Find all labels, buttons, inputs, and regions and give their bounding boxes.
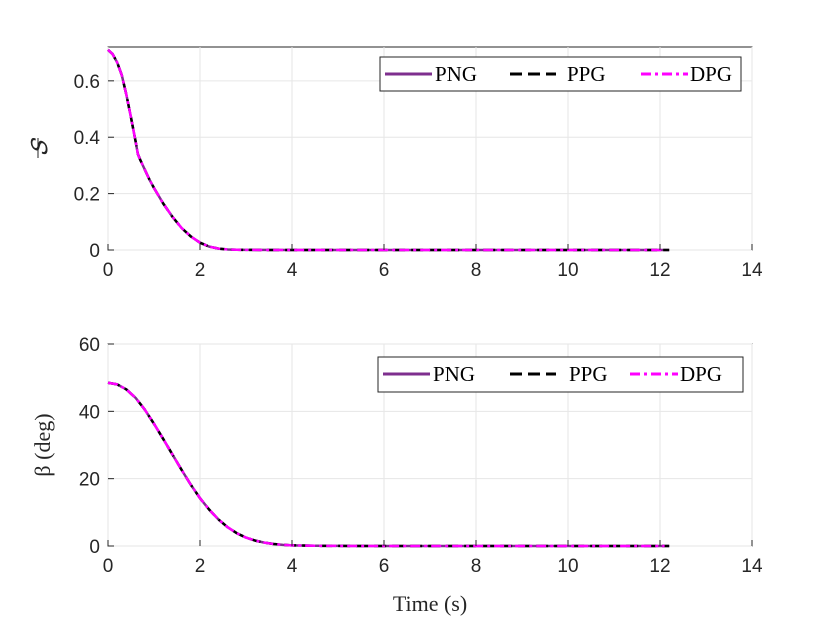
series-group-bottom xyxy=(107,381,670,548)
series-line-dpg-bottom xyxy=(107,381,665,548)
x-tick-label-top: 6 xyxy=(379,260,390,281)
x-tick-label-top: 8 xyxy=(471,260,482,281)
y-tick-label-bottom: 40 xyxy=(79,402,100,423)
x-tick-label-bottom: 2 xyxy=(195,556,206,577)
y-axis-label-bottom: β (deg) xyxy=(30,413,55,476)
y-tick-label-top: 0 xyxy=(89,241,100,262)
x-tick-label-bottom: 4 xyxy=(287,556,298,577)
x-tick-label-bottom: 12 xyxy=(649,556,670,577)
legend-label-dpg-top: DPG xyxy=(690,62,732,86)
y-tick-label-top: 0.2 xyxy=(74,185,100,206)
subplot-bottom: 0 2 4 6 8 10 12 14 0 20 40 60 β (deg) Time (s) PNG… xyxy=(30,335,763,616)
y-tick-label-bottom: 20 xyxy=(79,470,100,491)
legend-label-png-bottom: PNG xyxy=(433,362,475,386)
x-axis-label-bottom: Time (s) xyxy=(393,591,467,616)
x-tick-label-top: 14 xyxy=(741,260,763,281)
subplot-top: 0 2 4 6 8 10 12 14 0 0.2 0.4 0.6 𝑆 PNG PPG DPG xyxy=(27,46,763,281)
legend-box-top xyxy=(379,56,742,92)
x-tick-label-bottom: 10 xyxy=(557,556,578,577)
x-tick-label-bottom: 6 xyxy=(379,556,390,577)
series-line-ppg-top xyxy=(107,48,670,252)
series-group-top xyxy=(107,48,670,252)
x-ticks-top: 0 2 4 6 8 10 12 14 xyxy=(103,244,763,281)
series-line-dpg-top xyxy=(107,48,665,252)
y-ticks-top: 0 0.2 0.4 0.6 xyxy=(74,72,114,262)
x-tick-label-top: 0 xyxy=(103,260,114,281)
x-tick-label-bottom: 0 xyxy=(103,556,114,577)
x-tick-label-top: 10 xyxy=(557,260,578,281)
legend-bottom: PNG PPG DPG xyxy=(377,356,744,393)
y-axis-label-top: 𝑆 xyxy=(27,137,52,155)
legend-label-dpg-bottom: DPG xyxy=(680,362,722,386)
x-tick-label-top: 4 xyxy=(287,260,298,281)
y-tick-label-top: 0.6 xyxy=(74,72,100,93)
y-tick-label-bottom: 60 xyxy=(79,335,100,356)
y-ticks-bottom: 0 20 40 60 xyxy=(79,335,114,558)
x-ticks-bottom: 0 2 4 6 8 10 12 14 xyxy=(103,540,763,577)
legend-label-ppg-top: PPG xyxy=(567,62,606,86)
y-tick-label-top: 0.4 xyxy=(74,128,101,149)
x-tick-label-bottom: 14 xyxy=(741,556,763,577)
x-tick-label-top: 12 xyxy=(649,260,670,281)
x-tick-label-bottom: 8 xyxy=(471,556,482,577)
series-line-ppg-bottom xyxy=(107,381,670,548)
y-tick-label-bottom: 0 xyxy=(89,537,100,558)
legend-label-ppg-bottom: PPG xyxy=(569,362,608,386)
legend-top: PNG PPG DPG xyxy=(379,56,742,92)
x-tick-label-top: 2 xyxy=(195,260,206,281)
legend-box-bottom xyxy=(377,356,744,393)
legend-label-png-top: PNG xyxy=(435,62,477,86)
